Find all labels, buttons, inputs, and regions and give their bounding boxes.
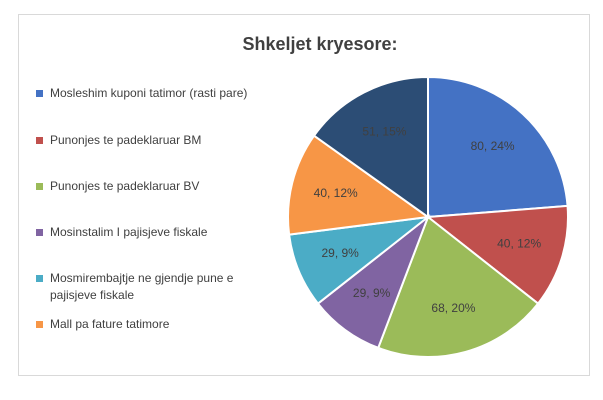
legend-label: Mosleshim kuponi tatimor (rasti pare) <box>50 86 248 100</box>
legend-label: Mosinstalim I pajisjeve fiskale <box>50 225 208 239</box>
data-label: 68, 20% <box>431 301 475 315</box>
legend-swatch <box>36 90 43 97</box>
pie-slice <box>312 75 429 219</box>
legend-label: Mall pa fature tatimore <box>50 317 170 331</box>
legend-label: Punonjes te padeklaruar BV <box>50 179 200 193</box>
legend-item: Mosinstalim I pajisjeve fiskale <box>36 224 250 241</box>
pie-slice <box>427 75 569 219</box>
pie-slice <box>425 204 569 305</box>
data-label: 80, 24% <box>471 139 515 153</box>
pie-slice <box>287 134 431 236</box>
legend-item: Mosleshim kuponi tatimor (rasti pare) <box>36 85 250 102</box>
data-label: 40, 12% <box>497 237 541 251</box>
legend-item: Punonjes te padeklaruar BV <box>36 178 250 195</box>
pie-slice <box>376 215 540 358</box>
legend-swatch <box>36 275 43 282</box>
data-label: 29, 9% <box>321 246 359 260</box>
legend-swatch <box>36 321 43 328</box>
data-label: 29, 9% <box>353 286 391 300</box>
legend-item: Mall pa fature tatimore <box>36 316 250 333</box>
legend-label: Punonjes te padeklaruar BM <box>50 133 202 147</box>
legend-label: Mosmirembajtje ne gjendje pune e pajisje… <box>50 271 234 302</box>
chart-frame <box>18 14 590 376</box>
data-label: 51, 15% <box>362 125 406 139</box>
data-label: 40, 12% <box>314 186 358 200</box>
legend-item: Mosmirembajtje ne gjendje pune e pajisje… <box>36 270 250 304</box>
legend-swatch <box>36 229 43 236</box>
legend-item: Punonjes te padeklaruar BM <box>36 132 250 149</box>
legend-swatch <box>36 137 43 144</box>
chart-title: Shkeljet kryesore: <box>242 34 397 54</box>
legend-swatch <box>36 183 43 190</box>
